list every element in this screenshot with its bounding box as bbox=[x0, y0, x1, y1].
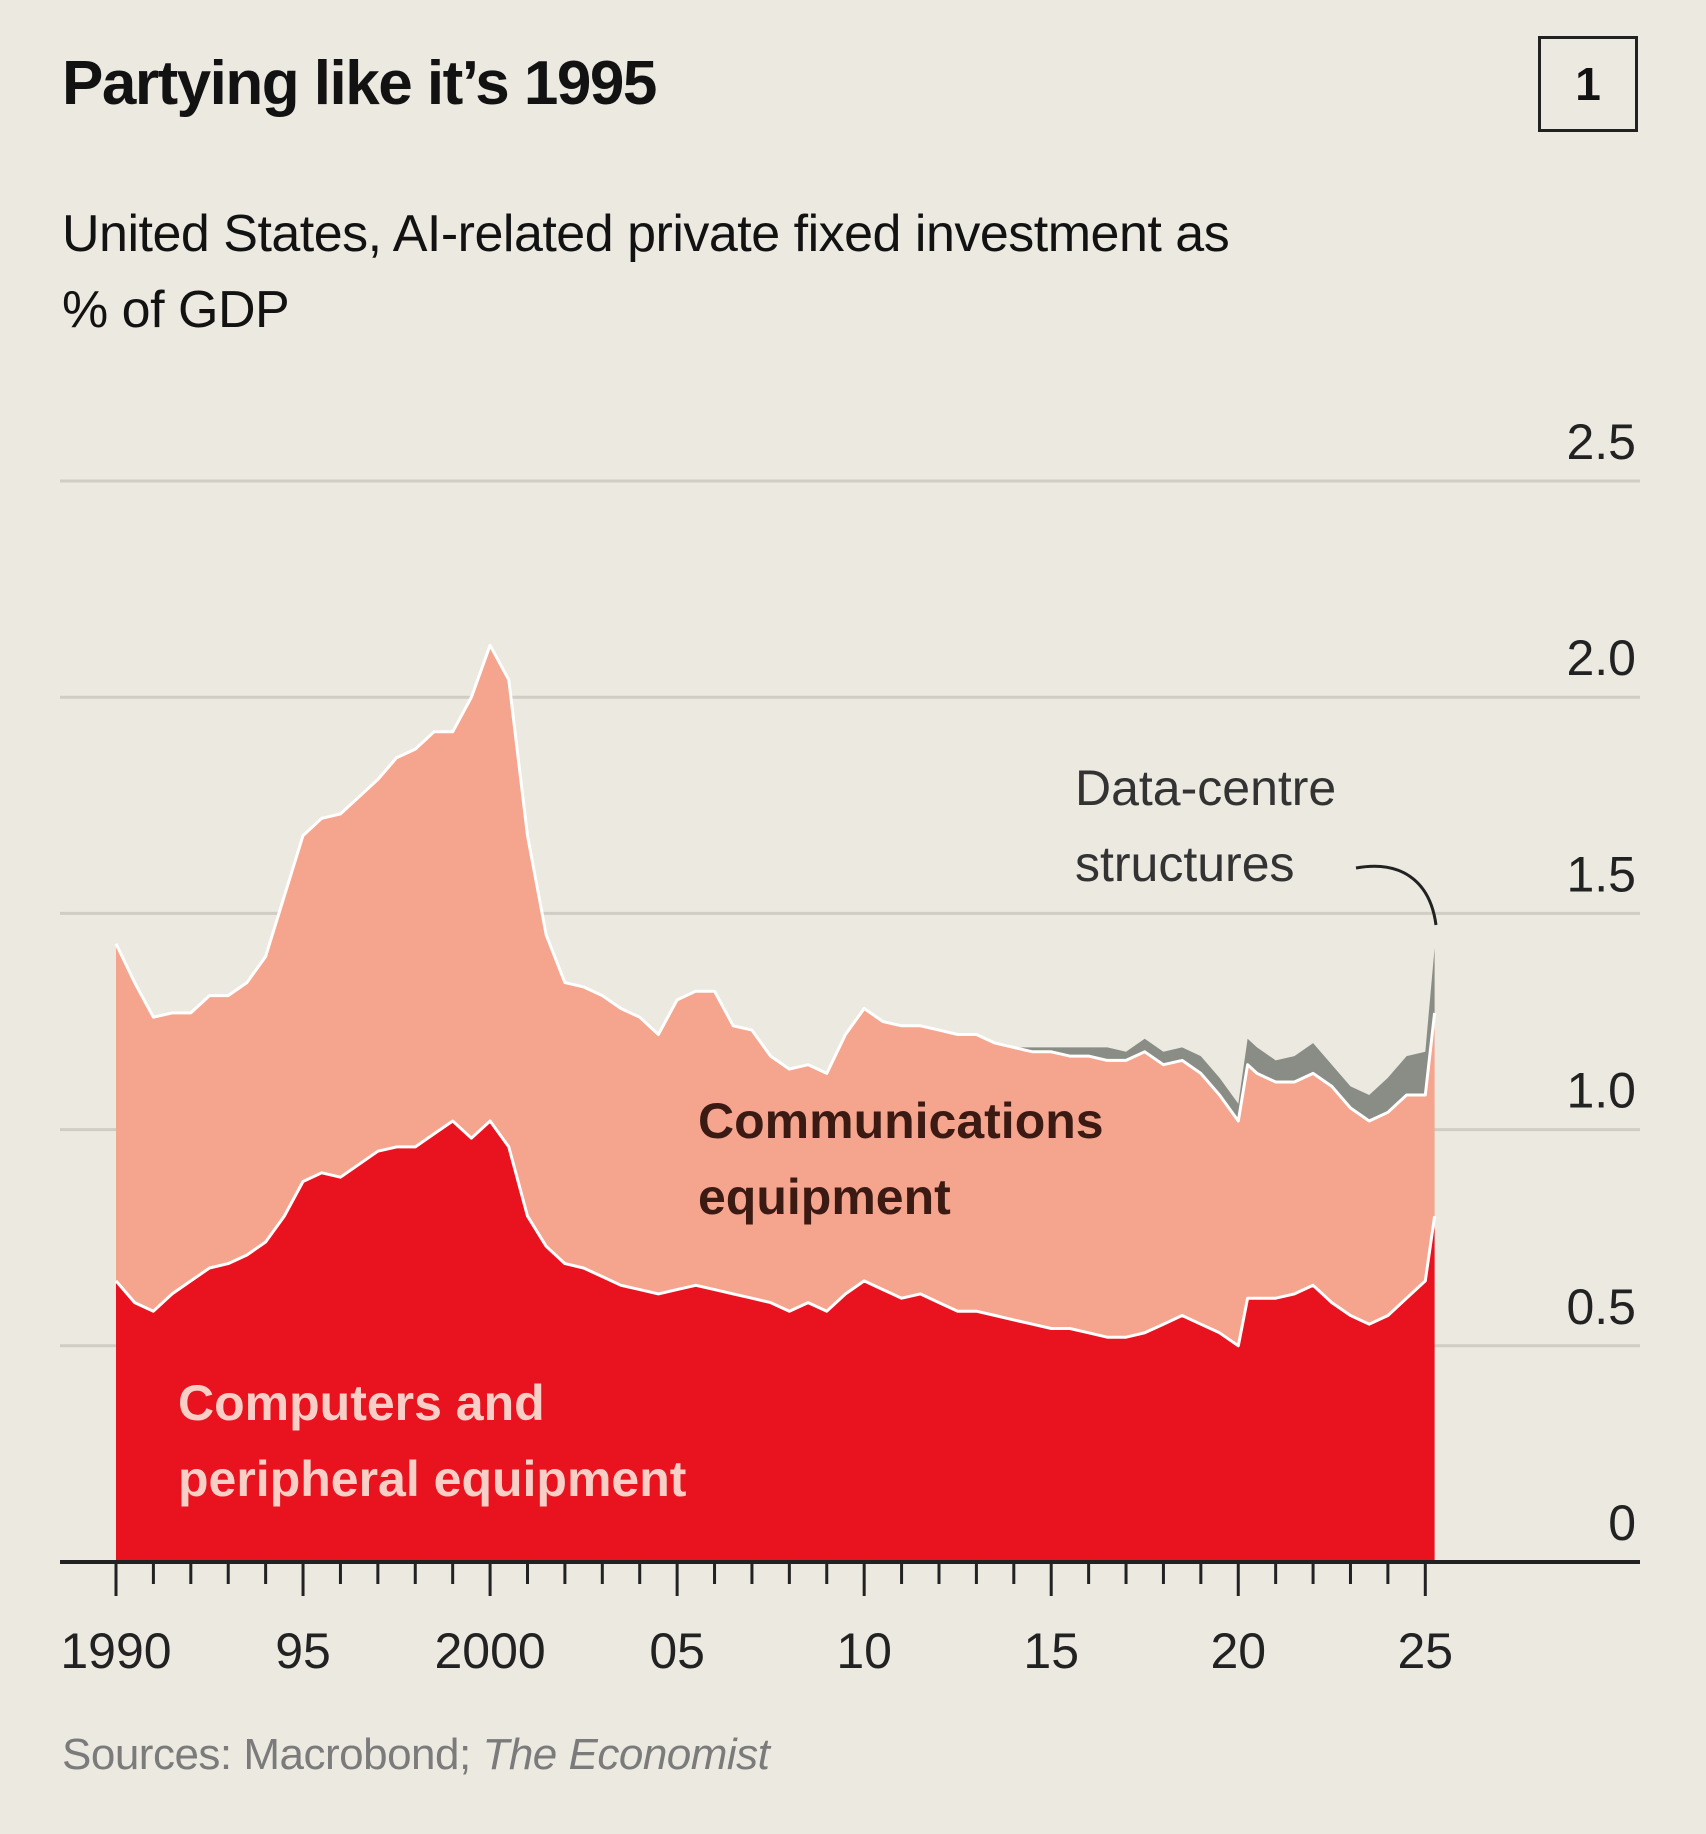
series-labels: Computers and peripheral equipment Communi… bbox=[178, 760, 1438, 1507]
datacentre-annotation-line bbox=[1355, 864, 1438, 926]
chart-subtitle: United States, AI-related private fixed … bbox=[62, 205, 1230, 339]
y-tick-label-2.5: 2.5 bbox=[1566, 414, 1636, 470]
area-datacentre bbox=[116, 645, 1435, 1121]
y-tick-label-0: 0 bbox=[1608, 1495, 1636, 1551]
source-note: Sources: Macrobond; The Economist bbox=[62, 1730, 770, 1780]
x-tick-label-25: 25 bbox=[1397, 1623, 1453, 1679]
label-datacentre: Data-centre structures bbox=[1075, 760, 1336, 892]
x-axis-labels: 1990 95 2000 05 10 15 20 25 bbox=[60, 1623, 1453, 1679]
x-tick-label-2000: 2000 bbox=[434, 1623, 545, 1679]
label-computers: Computers and peripheral equipment bbox=[178, 1375, 687, 1507]
x-tick-label-95: 95 bbox=[275, 1623, 331, 1679]
label-communications: Communications equipment bbox=[698, 1093, 1104, 1225]
series-boundary-1 bbox=[114, 1119, 1437, 1348]
y-tick-label-1.0: 1.0 bbox=[1566, 1063, 1636, 1119]
chart-title: Partying like it’s 1995 bbox=[62, 49, 657, 118]
y-tick-label-0.5: 0.5 bbox=[1566, 1279, 1636, 1335]
x-tick-label-10: 10 bbox=[836, 1623, 892, 1679]
area-communications bbox=[116, 645, 1435, 1346]
x-tick-label-05: 05 bbox=[649, 1623, 705, 1679]
area-computers bbox=[116, 1121, 1435, 1562]
label-computers-line-1: Computers and bbox=[178, 1375, 545, 1431]
label-communications-line-2: equipment bbox=[698, 1169, 951, 1225]
label-datacentre-line-2: structures bbox=[1075, 836, 1295, 892]
label-computers-line-2: peripheral equipment bbox=[178, 1451, 687, 1507]
x-axis bbox=[60, 1560, 1640, 1596]
x-tick-label-1990: 1990 bbox=[60, 1623, 171, 1679]
x-tick-label-20: 20 bbox=[1210, 1623, 1266, 1679]
y-tick-label-2.0: 2.0 bbox=[1566, 630, 1636, 686]
series-boundary-2 bbox=[114, 643, 1437, 1123]
y-axis-labels: 0 0.5 1.0 1.5 2.0 2.5 bbox=[1566, 414, 1636, 1551]
source-publisher: The Economist bbox=[482, 1730, 770, 1779]
label-communications-line-1: Communications bbox=[698, 1093, 1104, 1149]
chart-number-badge: 1 bbox=[1538, 36, 1638, 132]
x-tick-label-15: 15 bbox=[1023, 1623, 1079, 1679]
source-prefix: Sources: Macrobond; bbox=[62, 1730, 483, 1779]
label-datacentre-line-1: Data-centre bbox=[1075, 760, 1336, 816]
stacked-areas bbox=[114, 643, 1437, 1562]
y-tick-label-1.5: 1.5 bbox=[1566, 846, 1636, 902]
